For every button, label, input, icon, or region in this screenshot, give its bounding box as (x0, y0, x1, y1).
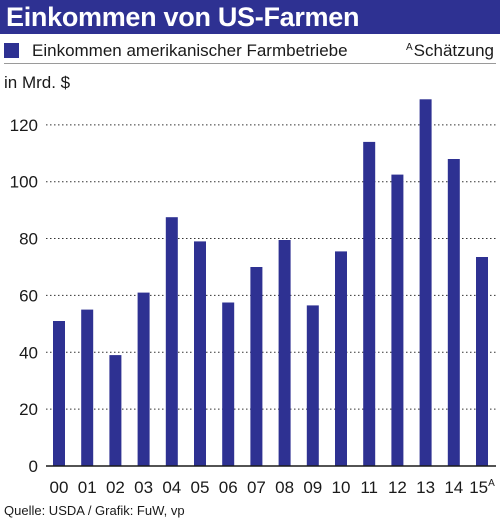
y-tick-label: 120 (10, 116, 38, 135)
bar-00 (53, 321, 65, 466)
x-tick-label: 00 (50, 478, 69, 497)
x-tick-label: 04 (162, 478, 181, 497)
bar-03 (137, 292, 150, 466)
bar-15 (476, 257, 488, 466)
x-tick-label: 14 (444, 478, 463, 497)
estimate-marker: A (405, 42, 413, 53)
bar-14 (447, 159, 460, 466)
y-tick-label: 100 (10, 173, 38, 192)
legend-series-label: Einkommen amerikanischer Farmbetriebe (32, 41, 348, 60)
x-tick-label: 08 (275, 478, 294, 497)
y-tick-label: 20 (19, 400, 38, 419)
bars (53, 99, 488, 467)
legend: Einkommen amerikanischer Farmbetriebe AS… (4, 41, 496, 64)
bar-13 (419, 99, 432, 467)
bar-11 (363, 141, 376, 466)
y-axis-ticks: 0 20 40 60 80 100 120 (10, 116, 38, 476)
source-note: Quelle: USDA / Grafik: FuW, vp (4, 503, 185, 518)
x-tick-label: 15A (469, 478, 495, 497)
y-axis-unit-label: in Mrd. $ (4, 73, 71, 92)
bar-05 (194, 241, 206, 466)
chart-title: Einkommen von US-Farmen (6, 2, 360, 32)
x-tick-label: 10 (332, 478, 351, 497)
y-tick-label: 0 (29, 457, 38, 476)
x-tick-label: 13 (416, 478, 435, 497)
x-tick-label: 03 (134, 478, 153, 497)
title-bar: Einkommen von US-Farmen (0, 0, 500, 34)
estimate-label: Schätzung (413, 41, 494, 60)
grid-lines (46, 124, 496, 410)
bar-09 (306, 305, 319, 466)
x-tick-label: 06 (219, 478, 238, 497)
legend-swatch (4, 43, 19, 58)
x-tick-label: 05 (191, 478, 210, 497)
bar-01 (81, 309, 94, 466)
x-tick-label: 01 (78, 478, 97, 497)
y-tick-label: 60 (19, 286, 38, 305)
x-tick-label: 11 (360, 478, 378, 497)
bar-04 (165, 217, 178, 466)
x-tick-label: 09 (303, 478, 322, 497)
bar-07 (250, 267, 263, 466)
bar-12 (391, 174, 404, 466)
bar-02 (109, 355, 122, 466)
estimate-note: ASchätzung (406, 41, 494, 61)
y-tick-label: 40 (19, 343, 38, 362)
bar-10 (335, 251, 347, 466)
bar-06 (222, 302, 235, 466)
x-tick-label: 02 (106, 478, 125, 497)
x-axis-ticks: 00 01 02 03 04 05 06 07 08 09 10 11 12 13 14 15A (50, 478, 496, 497)
bar-08 (278, 240, 291, 466)
y-tick-label: 80 (19, 230, 38, 249)
x-tick-label: 07 (247, 478, 266, 497)
x-tick-label: 12 (388, 478, 407, 497)
